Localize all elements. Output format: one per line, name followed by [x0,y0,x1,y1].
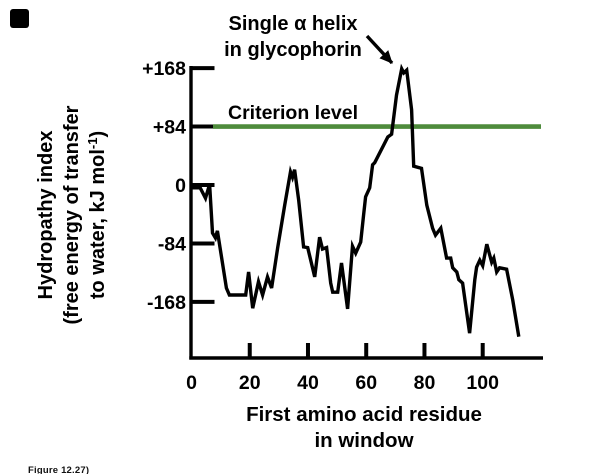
figure-caption: Figure 12.27) [28,465,90,474]
y-axis-title-line: Hydropathy index [35,131,57,300]
y-axis-title-line: (free energy of transfer [61,105,83,324]
corner-marker [10,9,29,28]
x-tick-label: 80 [414,372,436,394]
hydropathy-curve [191,63,521,337]
y-tick-label: -168 [147,292,186,314]
x-axis-title-line-1: First amino acid residue [246,403,482,426]
y-tick-label: +84 [153,117,186,139]
x-tick-label: 100 [466,372,499,394]
x-axis-title-line-2: in window [314,429,413,452]
y-tick-label: +168 [142,58,186,80]
annotation-line-1: Single α helix [229,13,358,35]
x-tick-label: 40 [297,372,319,394]
x-tick-label: 0 [186,372,197,394]
annotation-line-2: in glycophorin [224,39,362,61]
x-tick-label: 60 [355,372,377,394]
y-tick-label: 0 [175,175,186,197]
y-tick-label: -84 [158,233,186,255]
annotation-arrow [365,34,394,65]
criterion-level-label: Criterion level [228,102,358,124]
x-tick-label: 20 [239,372,261,394]
y-axis-title-line: to water, kJ mol-1) [85,131,109,299]
